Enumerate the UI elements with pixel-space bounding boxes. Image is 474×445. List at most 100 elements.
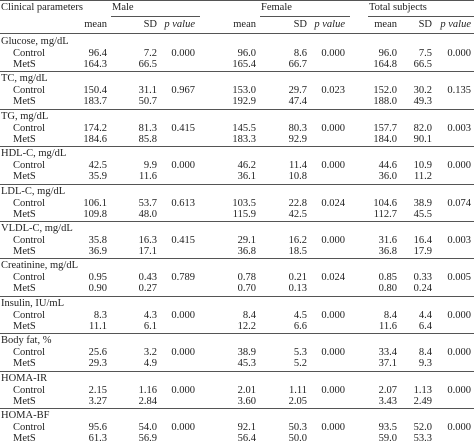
column-group-header: Total subjects <box>369 2 427 13</box>
cell: 36.0 <box>378 171 397 183</box>
rule <box>0 108 474 110</box>
cell: 0.85 <box>378 272 397 284</box>
cell: 2.15 <box>88 384 107 396</box>
cell: 106.1 <box>83 197 107 209</box>
cell: 0.000 <box>321 347 345 359</box>
cell: 22.8 <box>288 197 307 209</box>
cell: 2.07 <box>378 384 397 396</box>
cell: 17.9 <box>413 246 432 257</box>
cell: 0.70 <box>237 283 256 295</box>
cell: 0.21 <box>288 272 307 284</box>
cell: 0.613 <box>171 197 195 209</box>
cell: 31.6 <box>378 235 397 246</box>
column-group-header: Male <box>112 2 134 13</box>
cell: 46.2 <box>237 160 256 172</box>
row-label: Control <box>13 160 46 172</box>
cell: 54.0 <box>138 422 157 433</box>
cell: 0.43 <box>138 272 157 284</box>
cell: 3.27 <box>88 395 107 407</box>
sub-header: mean <box>84 19 107 30</box>
cell: 0.000 <box>171 422 195 433</box>
cell: 0.000 <box>321 422 345 433</box>
cell: 0.000 <box>171 48 195 59</box>
row-label: MetS <box>13 59 36 70</box>
cell: 9.9 <box>143 160 157 172</box>
cell: 188.0 <box>373 96 397 108</box>
cell: 29.7 <box>288 85 307 97</box>
cell: 0.000 <box>447 160 471 172</box>
cell: 0.000 <box>321 48 345 59</box>
parameter-label: Glucose, mg/dL <box>1 36 69 47</box>
rule <box>0 333 474 335</box>
cell: 33.4 <box>378 347 397 359</box>
cell: 36.1 <box>237 171 256 183</box>
cell: 183.3 <box>232 133 256 145</box>
cell: 8.4 <box>242 309 256 321</box>
parameter-label: HOMA-IR <box>1 372 48 384</box>
row-label: Control <box>13 347 46 359</box>
cell: 0.95 <box>88 272 107 284</box>
cell: 36.8 <box>378 246 397 257</box>
cell: 164.8 <box>373 59 397 70</box>
cell: 157.7 <box>373 122 397 134</box>
cell: 8.4 <box>383 309 397 321</box>
cell: 4.4 <box>418 309 432 321</box>
cell: 0.000 <box>447 422 471 433</box>
parameter-label: HOMA-BF <box>1 410 50 421</box>
row-label: MetS <box>13 283 36 295</box>
parameter-label: HDL-C, mg/dL <box>1 148 67 160</box>
cell: 96.0 <box>378 48 397 59</box>
parameter-label: Insulin, IU/mL <box>1 297 64 309</box>
cell: 103.5 <box>232 197 256 209</box>
cell: 6.6 <box>293 320 307 332</box>
cell: 16.2 <box>288 235 307 246</box>
row-label: MetS <box>13 208 36 220</box>
cell: 0.000 <box>321 160 345 172</box>
cell: 4.9 <box>143 358 157 370</box>
cell: 6.4 <box>418 320 432 332</box>
cell: 80.3 <box>288 122 307 134</box>
cell: 7.5 <box>418 48 432 59</box>
cell: 8.6 <box>293 48 307 59</box>
cell: 0.789 <box>171 272 195 284</box>
row-label: Control <box>13 85 46 97</box>
cell: 152.0 <box>373 85 397 97</box>
cell: 0.000 <box>321 235 345 246</box>
cell: 0.135 <box>447 85 471 97</box>
cell: 35.8 <box>88 235 107 246</box>
cell: 50.7 <box>138 96 157 108</box>
cell: 3.2 <box>143 347 157 359</box>
cell: 0.003 <box>447 122 471 134</box>
cell: 192.9 <box>232 96 256 108</box>
cell: 183.7 <box>83 96 107 108</box>
cell: 0.024 <box>321 272 345 284</box>
cell: 0.13 <box>288 283 307 295</box>
cell: 45.5 <box>413 208 432 220</box>
row-label: MetS <box>13 171 36 183</box>
cell: 50.3 <box>288 422 307 433</box>
cell: 164.3 <box>83 59 107 70</box>
column-group-header: Female <box>261 2 292 13</box>
row-label: MetS <box>13 133 36 145</box>
cell: 4.3 <box>143 309 157 321</box>
cell: 9.3 <box>418 358 432 370</box>
sub-header: SD <box>293 19 307 30</box>
cell: 85.8 <box>138 133 157 145</box>
cell: 0.000 <box>321 309 345 321</box>
cell: 16.3 <box>138 235 157 246</box>
cell: 29.1 <box>237 235 256 246</box>
cell: 53.7 <box>138 197 157 209</box>
cell: 82.0 <box>413 122 432 134</box>
cell: 0.003 <box>447 235 471 246</box>
sub-header: p value <box>164 19 195 30</box>
rule <box>111 16 200 17</box>
cell: 0.000 <box>171 384 195 396</box>
cell: 0.005 <box>447 272 471 284</box>
cell: 4.5 <box>293 309 307 321</box>
cell: 16.4 <box>413 235 432 246</box>
cell: 3.60 <box>237 395 256 407</box>
cell: 0.000 <box>171 309 195 321</box>
cell: 11.4 <box>289 160 307 172</box>
cell: 92.1 <box>237 422 256 433</box>
